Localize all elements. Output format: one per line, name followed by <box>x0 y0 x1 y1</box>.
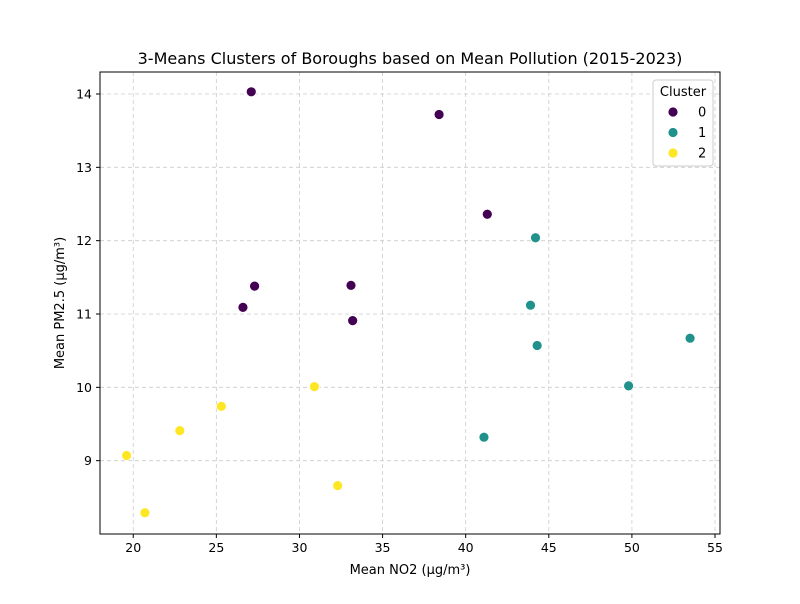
legend-marker-cluster-1 <box>667 127 679 138</box>
x-tick-label: 40 <box>458 540 474 555</box>
x-tick-label: 25 <box>208 540 224 555</box>
y-axis-label: Mean PM2.5 (µg/m³) <box>53 237 68 369</box>
data-point-cluster-2 <box>139 507 151 519</box>
data-point-cluster-0 <box>481 208 493 220</box>
data-point-cluster-0 <box>245 86 257 98</box>
x-axis-label: Mean NO2 (µg/m³) <box>350 563 471 578</box>
data-point-cluster-1 <box>623 380 634 392</box>
data-point-cluster-0 <box>347 315 359 327</box>
data-point-cluster-2 <box>215 400 227 412</box>
x-tick-label: 20 <box>125 540 141 555</box>
data-points <box>121 86 696 519</box>
data-point-cluster-2 <box>121 450 132 461</box>
y-tick-label: 9 <box>84 453 92 468</box>
data-point-cluster-1 <box>531 340 543 351</box>
x-tick-label: 55 <box>707 540 723 555</box>
legend-label-cluster-1: 1 <box>698 126 706 141</box>
x-tick-label: 30 <box>292 540 308 555</box>
data-point-cluster-1 <box>684 332 696 344</box>
legend-title: Cluster <box>660 85 707 100</box>
chart-title: 3-Means Clusters of Boroughs based on Me… <box>138 49 683 68</box>
data-point-cluster-0 <box>249 280 260 292</box>
data-point-cluster-0 <box>345 279 357 291</box>
legend-box <box>652 79 714 167</box>
legend-marker-cluster-2 <box>667 147 679 159</box>
y-tick-label: 11 <box>76 307 92 322</box>
data-point-cluster-0 <box>237 301 249 313</box>
data-point-cluster-1 <box>525 299 536 311</box>
legend-items: 0 1 2 <box>667 106 706 162</box>
data-point-cluster-1 <box>530 232 541 244</box>
legend-marker-cluster-0 <box>667 106 679 118</box>
grid <box>100 72 720 534</box>
legend-label-cluster-0: 0 <box>698 106 706 121</box>
y-tick-label: 10 <box>76 380 92 395</box>
data-point-cluster-1 <box>478 431 490 443</box>
x-tick-label: 50 <box>624 540 640 555</box>
y-tick-label: 13 <box>76 160 92 175</box>
data-point-cluster-2 <box>332 480 344 492</box>
legend-label-cluster-2: 2 <box>698 147 706 162</box>
y-tick-label: 12 <box>76 233 92 248</box>
data-point-cluster-2 <box>309 381 320 393</box>
data-point-cluster-2 <box>174 425 186 437</box>
y-tick-label: 14 <box>76 87 92 102</box>
x-tick-label: 45 <box>541 540 557 555</box>
data-point-cluster-0 <box>433 109 445 120</box>
plot-frame <box>99 71 721 535</box>
legend: Cluster 0 1 2 <box>652 79 714 167</box>
x-tick-label: 35 <box>375 540 391 555</box>
